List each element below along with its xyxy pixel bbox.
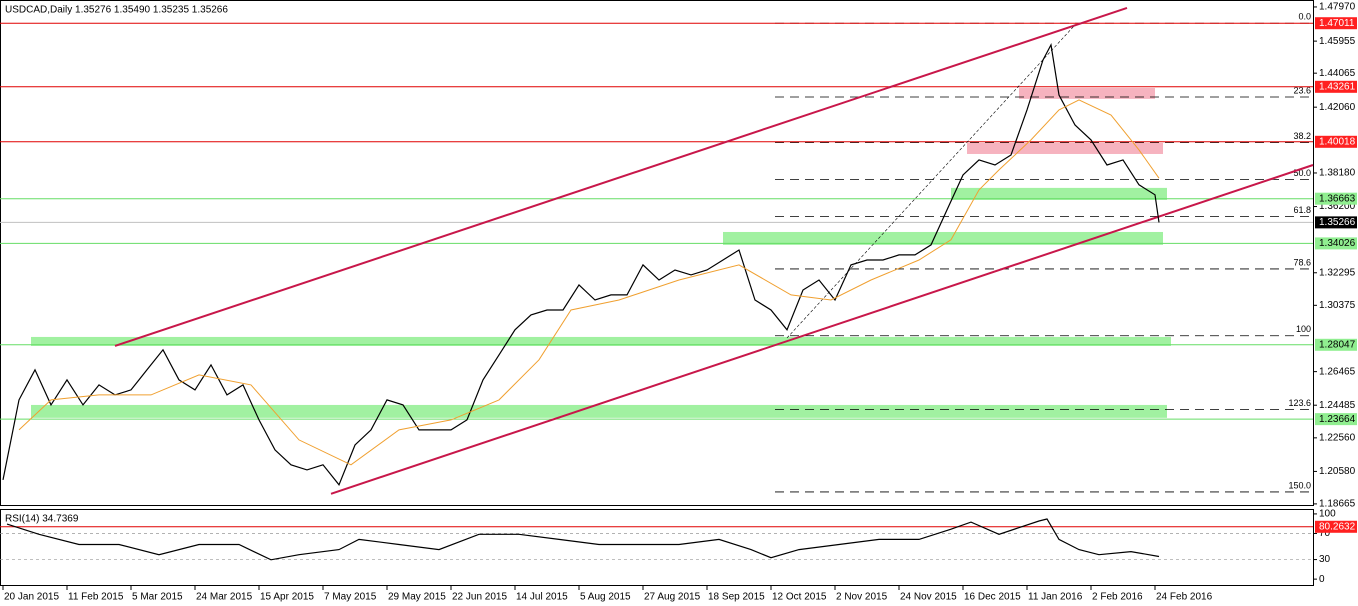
level-label: 1.34026: [1319, 238, 1356, 249]
x-tick-label: 20 Jan 2015: [4, 592, 59, 603]
zone: [967, 142, 1163, 154]
x-tick-label: 22 Jun 2015: [452, 592, 507, 603]
x-tick-label: 15 Apr 2015: [260, 592, 314, 603]
y-tick-label: 1.36200: [1319, 201, 1356, 212]
x-tick-label: 11 Jan 2016: [1028, 592, 1083, 603]
x-tick-label: 14 Jul 2015: [516, 592, 568, 603]
level-label-box: [1315, 135, 1357, 148]
x-tick-label: 18 Sep 2015: [708, 592, 765, 603]
zone: [951, 187, 1167, 200]
x-tick-label: 2 Feb 2016: [1092, 592, 1143, 603]
main-frame: [0, 0, 1314, 506]
trendline: [114, 7, 1128, 347]
rsi-frame: [0, 509, 1314, 586]
level-label: 1.47011: [1319, 18, 1355, 29]
level-label-box: [1315, 216, 1357, 229]
y-tick-label: 1.32295: [1319, 267, 1356, 278]
y-tick-label: 1.20580: [1319, 466, 1356, 477]
zone: [31, 336, 1171, 346]
x-tick-label: 27 Aug 2015: [644, 592, 701, 603]
y-tick-label: 30: [1319, 554, 1331, 565]
x-tick-label: 11 Feb 2015: [68, 592, 124, 603]
level-label-box: [1315, 192, 1357, 205]
x-tick-label: 5 Aug 2015: [580, 592, 631, 603]
x-tick-label: 2 Nov 2015: [836, 592, 888, 603]
rsi-title: RSI(14) 34.7369: [5, 514, 79, 525]
price-line: [6, 518, 1160, 561]
y-tick-label: 1.47970: [1319, 2, 1356, 13]
y-tick-label: 0: [1319, 574, 1325, 585]
level-label: 1.28047: [1319, 339, 1356, 350]
y-tick-label: 100: [1319, 509, 1336, 520]
y-tick-label: 70: [1319, 528, 1331, 539]
level-label-box: [1315, 338, 1357, 351]
y-tick-label: 1.26465: [1319, 366, 1356, 377]
level-label-box: [1315, 17, 1357, 30]
y-tick-label: 1.42060: [1319, 102, 1356, 113]
zone: [1019, 88, 1155, 99]
price-line: [18, 99, 1160, 466]
level-label-box: [1315, 237, 1357, 250]
x-tick-label: 16 Dec 2015: [964, 592, 1021, 603]
level-label: 1.43261: [1319, 81, 1356, 92]
fib-label: 78.6: [1293, 257, 1311, 267]
x-tick-label: 24 Nov 2015: [900, 592, 957, 603]
level-label: 1.40018: [1319, 136, 1356, 147]
fib-label: 23.6: [1293, 85, 1311, 95]
y-tick-label: 1.30375: [1319, 300, 1356, 311]
trendline: [330, 164, 1314, 495]
fib-label: 0.0: [1298, 12, 1311, 22]
price-line: [2, 43, 1160, 486]
y-tick-label: 1.18665: [1319, 499, 1356, 510]
level-label: 80.2632: [1319, 521, 1356, 532]
level-label: 1.36663: [1319, 193, 1356, 204]
fib-label: 123.6: [1288, 398, 1311, 408]
trendline: [786, 24, 1076, 339]
y-tick-label: 1.38180: [1319, 168, 1356, 179]
x-tick-label: 12 Oct 2015: [772, 592, 827, 603]
level-label: 1.23664: [1319, 414, 1356, 425]
level-label-box: [1315, 520, 1357, 533]
x-tick-label: 24 Mar 2015: [196, 592, 253, 603]
level-label: 1.35266: [1319, 217, 1356, 228]
x-tick-label: 7 May 2015: [324, 592, 377, 603]
fib-label: 61.8: [1293, 205, 1311, 215]
fib-label: 50.0: [1293, 168, 1311, 178]
y-tick-label: 1.45955: [1319, 36, 1356, 47]
y-tick-label: 1.44065: [1319, 68, 1356, 79]
level-label-box: [1315, 80, 1357, 93]
y-tick-label: 1.24485: [1319, 400, 1356, 411]
x-tick-label: 29 May 2015: [388, 592, 446, 603]
chart-title: USDCAD,Daily 1.35276 1.35490 1.35235 1.3…: [5, 5, 228, 16]
level-label-box: [1315, 413, 1357, 426]
zone: [723, 231, 1163, 245]
fib-label: 38.2: [1293, 131, 1311, 141]
y-tick-label: 1.22560: [1319, 432, 1356, 443]
zone: [31, 404, 1167, 418]
fib-label: 150.0: [1288, 480, 1311, 490]
x-tick-label: 5 Mar 2015: [132, 592, 183, 603]
x-tick-label: 24 Feb 2016: [1156, 592, 1213, 603]
fib-label: 100: [1296, 324, 1311, 334]
